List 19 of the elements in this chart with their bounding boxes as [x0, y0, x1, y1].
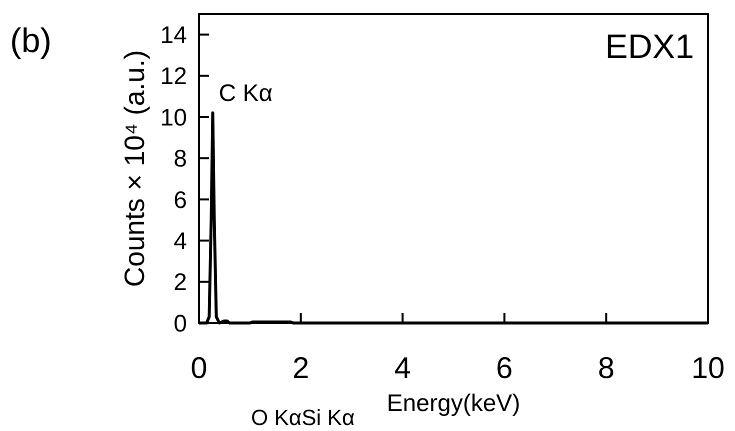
- annotation: C Kα: [218, 80, 273, 107]
- chart-title: EDX1: [605, 28, 694, 66]
- text: (b): [10, 22, 52, 60]
- y-axis-title: Counts × 10⁴ (a.u.): [119, 50, 150, 287]
- y-tick-label: 2: [174, 269, 187, 296]
- y-tick-label: 6: [174, 186, 187, 214]
- x-tick-label: 10: [691, 352, 725, 385]
- y-tick-label: 0: [174, 310, 187, 338]
- y-tick-label: 8: [174, 146, 187, 173]
- x-tick-label: 2: [292, 352, 310, 385]
- text: O KαSi Kα: [251, 405, 355, 430]
- x-tick-label: 4: [394, 352, 411, 385]
- y-tick-label: 14: [160, 22, 187, 49]
- y-tick-label: 12: [160, 63, 187, 90]
- y-tick-label: 10: [160, 104, 187, 132]
- x-axis-title: Energy(keV): [386, 390, 520, 417]
- x-tick-label: 8: [598, 352, 615, 385]
- x-tick-label: 6: [496, 352, 513, 385]
- y-tick-label: 4: [174, 228, 187, 255]
